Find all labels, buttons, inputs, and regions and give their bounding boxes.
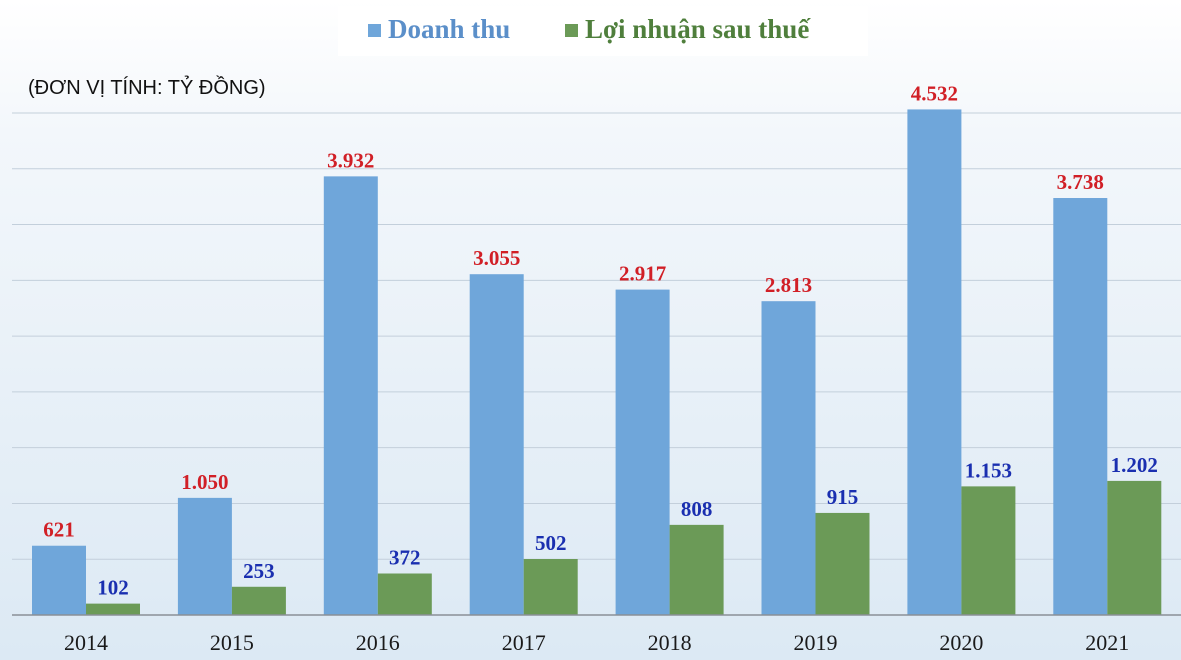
unit-note: (ĐƠN VỊ TÍNH: TỶ ĐỒNG)	[28, 75, 266, 99]
legend-label-doanh-thu: Doanh thu	[388, 14, 510, 44]
x-tick-2015: 2015	[210, 630, 254, 655]
label-loi-nhuan-2020: 1.153	[965, 458, 1012, 482]
bar-doanh-thu-2021	[1053, 198, 1108, 615]
legend: Doanh thu Lợi nhuận sau thuế	[338, 6, 868, 56]
label-loi-nhuan-2016: 372	[389, 546, 421, 570]
bar-loi-nhuan-2018	[669, 524, 724, 615]
x-axis: 2014 2015 2016 2017 2018 2019 2020 2021	[12, 614, 1181, 655]
legend-swatch-loi-nhuan	[565, 24, 578, 37]
bar-loi-nhuan-2019	[815, 512, 870, 615]
label-loi-nhuan-2015: 253	[243, 559, 275, 583]
label-doanh-thu-2014: 621	[43, 518, 75, 542]
label-loi-nhuan-2019: 915	[827, 485, 859, 509]
label-doanh-thu-2017: 3.055	[473, 246, 520, 270]
label-doanh-thu-2021: 3.738	[1057, 170, 1104, 194]
label-doanh-thu-2018: 2.917	[619, 262, 666, 286]
bar-doanh-thu-2018	[615, 289, 670, 615]
label-doanh-thu-2019: 2.813	[765, 273, 812, 297]
bar-loi-nhuan-2015	[231, 586, 286, 615]
bar-doanh-thu-2014	[32, 545, 86, 615]
x-tick-2019: 2019	[794, 630, 838, 655]
label-doanh-thu-2016: 3.932	[327, 148, 374, 172]
legend-label-loi-nhuan: Lợi nhuận sau thuế	[585, 14, 811, 44]
label-loi-nhuan-2017: 502	[535, 531, 567, 555]
legend-background	[338, 6, 868, 56]
bar-doanh-thu-2020	[907, 109, 962, 615]
x-tick-2017: 2017	[502, 630, 546, 655]
bar-doanh-thu-2016	[323, 176, 378, 615]
x-tick-2018: 2018	[648, 630, 692, 655]
x-tick-2016: 2016	[356, 630, 400, 655]
bar-doanh-thu-2017	[469, 274, 524, 615]
data-labels: 621 102 1.050 253 3.932 372 3.055 502 2.917 808 2.…	[43, 81, 1158, 599]
label-loi-nhuan-2018: 808	[681, 497, 713, 521]
label-loi-nhuan-2021: 1.202	[1111, 453, 1158, 477]
bar-doanh-thu-2015	[177, 497, 232, 615]
x-tick-2021: 2021	[1085, 630, 1129, 655]
label-doanh-thu-2020: 4.532	[911, 81, 958, 105]
bar-loi-nhuan-2021	[1107, 480, 1162, 615]
bar-doanh-thu-2019	[761, 301, 816, 615]
x-tick-2014: 2014	[64, 630, 108, 655]
bars	[32, 109, 1162, 615]
bar-loi-nhuan-2020	[961, 486, 1016, 615]
label-loi-nhuan-2014: 102	[97, 576, 129, 600]
x-tick-2020: 2020	[939, 630, 983, 655]
bar-loi-nhuan-2016	[377, 573, 432, 615]
label-doanh-thu-2015: 1.050	[181, 470, 228, 494]
bar-loi-nhuan-2017	[523, 558, 578, 615]
legend-swatch-doanh-thu	[368, 24, 381, 37]
bar-loi-nhuan-2014	[86, 603, 140, 615]
